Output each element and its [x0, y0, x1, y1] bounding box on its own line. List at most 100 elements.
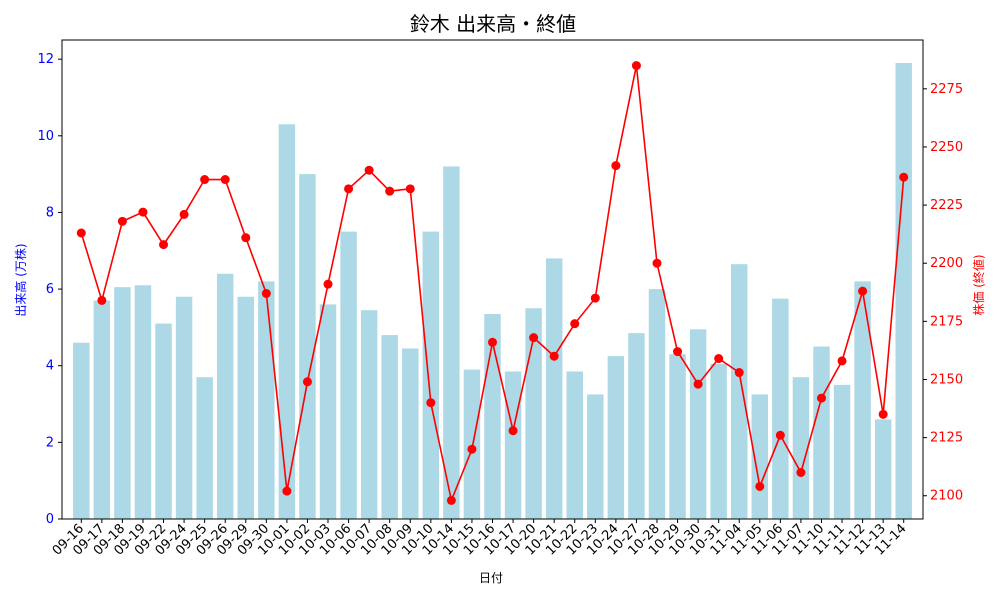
y-right-tick-label: 2150	[930, 372, 963, 387]
volume-bar	[381, 335, 398, 519]
volume-bar	[874, 419, 892, 519]
close-price-point	[179, 209, 189, 219]
volume-bar	[175, 296, 193, 519]
close-price-point	[611, 161, 621, 171]
close-price-point	[878, 409, 888, 419]
volume-bar	[443, 166, 460, 519]
close-price-point	[159, 240, 169, 250]
volume-bar	[628, 333, 645, 519]
close-price-point	[693, 379, 703, 389]
close-price-point	[385, 186, 395, 196]
close-price-point	[652, 258, 662, 268]
close-price-point	[200, 175, 210, 185]
close-price-point	[117, 216, 127, 226]
y-axis-left-label: 出来高 (万株)	[13, 243, 28, 316]
close-price-point	[899, 172, 909, 182]
close-price-point	[590, 293, 600, 303]
x-axis-label: 日付	[479, 571, 503, 585]
close-price-point	[714, 354, 724, 364]
volume-bar	[566, 371, 583, 519]
y-left-tick-label: 6	[46, 282, 54, 297]
volume-bar	[792, 377, 810, 519]
close-price-point	[302, 377, 312, 387]
volume-bar	[648, 289, 666, 519]
volume-bar	[731, 264, 748, 519]
close-price-point	[488, 337, 497, 347]
y-left-tick-label: 12	[37, 52, 54, 67]
close-price-point	[261, 288, 271, 298]
y-right-tick-label: 2125	[930, 431, 963, 446]
y-right-tick-label: 2225	[930, 198, 963, 213]
close-price-point	[837, 356, 847, 366]
volume-bar	[155, 323, 172, 519]
volume-bar	[669, 354, 686, 519]
close-price-point	[405, 184, 415, 194]
close-price-point	[673, 347, 683, 357]
volume-bar	[299, 174, 316, 519]
y-right-tick-label: 2175	[930, 314, 963, 329]
close-price-point	[529, 333, 539, 343]
y-right-tick-label: 2200	[930, 256, 963, 271]
close-price-point	[323, 279, 333, 289]
volume-bar	[216, 273, 234, 519]
volume-bar	[772, 298, 789, 519]
price-line	[76, 61, 909, 505]
close-price-point	[549, 351, 559, 361]
volume-bar	[607, 356, 625, 519]
volume-bar	[196, 377, 213, 519]
volume-bar	[833, 384, 851, 519]
close-price-point	[97, 295, 107, 305]
volume-bar	[689, 329, 707, 519]
close-price-point	[858, 286, 868, 296]
volume-bar	[93, 300, 111, 519]
close-price-point	[755, 481, 765, 491]
volume-bar	[114, 287, 131, 519]
close-price-point	[426, 398, 436, 408]
close-price-point	[467, 444, 477, 454]
volume-bar	[854, 281, 871, 519]
close-price-point	[282, 486, 292, 496]
close-price-point	[138, 207, 148, 217]
close-price-point	[364, 165, 374, 175]
close-price-point	[220, 175, 230, 185]
y-left-tick-label: 2	[46, 435, 54, 450]
chart-title: 鈴木 出来高・終値	[410, 12, 576, 36]
close-price-point	[775, 430, 785, 440]
close-price-point	[816, 393, 826, 403]
y-axis-right-label: 株価 (終値)	[971, 254, 986, 315]
close-price-point	[631, 61, 641, 71]
y-left-tick-label: 10	[37, 129, 54, 144]
volume-bar	[525, 308, 542, 519]
close-price-point	[344, 184, 354, 194]
volume-bar	[813, 346, 830, 519]
volume-bar	[278, 124, 296, 519]
close-price-point	[734, 368, 744, 378]
close-price-point	[796, 467, 806, 477]
volume-bar	[402, 348, 419, 519]
volume-bar	[258, 281, 275, 519]
y-left-tick-label: 8	[46, 205, 54, 220]
volume-bar	[710, 363, 727, 519]
y-right-tick-label: 2100	[930, 489, 963, 504]
close-price-point	[570, 319, 580, 329]
volume-bar	[319, 304, 337, 519]
volume-bar	[73, 342, 90, 519]
volume-bar	[895, 62, 912, 519]
volume-bar	[237, 296, 254, 519]
volume-bar	[134, 285, 152, 519]
y-left-tick-label: 4	[46, 359, 54, 374]
volume-bar	[360, 310, 378, 519]
volume-bar	[587, 394, 604, 519]
close-price-point	[446, 495, 456, 505]
y-right-tick-label: 2275	[930, 82, 963, 97]
close-price-point	[241, 233, 251, 243]
y-right-tick-label: 2250	[930, 140, 963, 155]
close-price-point	[76, 228, 86, 238]
y-left-tick-label: 0	[46, 512, 54, 527]
volume-bar	[545, 258, 563, 519]
volume-bar	[504, 371, 522, 519]
close-price-point	[508, 426, 518, 436]
volume-bar	[463, 369, 481, 519]
volume-bar	[340, 231, 357, 519]
